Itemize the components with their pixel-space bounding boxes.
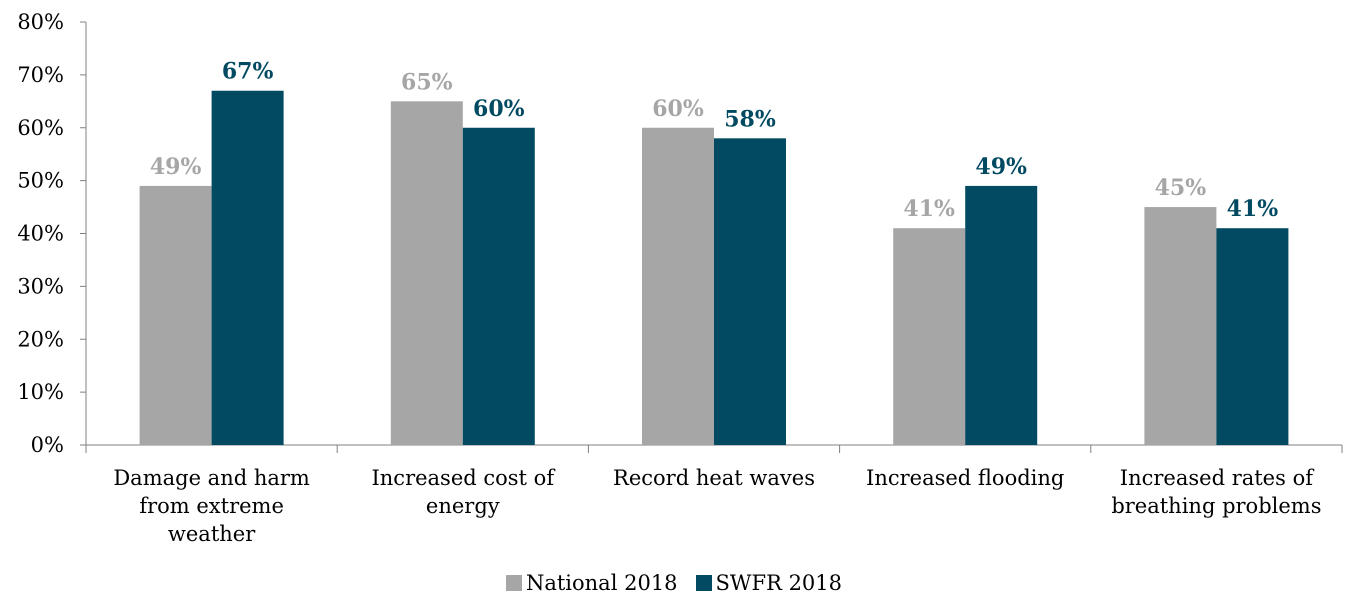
legend-label-national: National 2018	[525, 571, 678, 595]
y-tick-label: 40%	[17, 222, 64, 246]
y-tick-label: 50%	[17, 169, 64, 193]
bar-national	[390, 101, 463, 445]
y-tick-label: 10%	[17, 380, 64, 404]
y-tick-label: 70%	[17, 63, 64, 87]
category-label: Increased flooding	[866, 466, 1064, 490]
data-label: 41%	[903, 196, 955, 222]
category-label-line: Increased cost of	[371, 466, 556, 490]
y-tick-label: 30%	[17, 274, 64, 298]
category-label: Increased rates of breathing problems	[1111, 466, 1321, 518]
bar-national	[642, 127, 714, 445]
y-tick-label: 20%	[17, 327, 64, 351]
category-label-line: Damage and harm	[113, 466, 310, 490]
category-label: Record heat waves	[613, 466, 815, 490]
bar-swfr	[714, 138, 786, 445]
legend-label-swfr: SWFR 2018	[715, 571, 843, 595]
bar-national	[139, 185, 212, 445]
bar-national	[893, 228, 966, 445]
category-label: Damage and harm from extreme weather	[113, 466, 310, 546]
y-tick-label: 60%	[17, 116, 64, 140]
legend-swatch-swfr	[695, 575, 712, 591]
category-label-line: Increased flooding	[866, 466, 1064, 490]
data-label: 49%	[975, 154, 1027, 180]
bar-swfr	[1216, 228, 1289, 445]
bar-chart: 0% 10% 20% 30% 40% 50% 60% 70% 80% 49% 67% Damage a…	[17, 10, 1343, 546]
category-label-line: weather	[168, 522, 256, 546]
y-tick-label: 80%	[17, 10, 64, 34]
bar-national	[1144, 207, 1217, 445]
data-label: 60%	[652, 96, 704, 122]
category-label: Increased cost of energy	[371, 466, 556, 518]
legend-item-national: National 2018	[505, 571, 678, 595]
data-label: 49%	[150, 154, 202, 180]
data-label: 58%	[724, 106, 776, 132]
category-label-line: from extreme	[139, 494, 284, 518]
category-label-line: energy	[426, 494, 500, 518]
bar-swfr	[965, 185, 1038, 445]
legend: National 2018 SWFR 2018	[0, 566, 1348, 600]
legend-swatch-national	[505, 575, 522, 591]
y-tick-label: 0%	[31, 433, 64, 457]
category-label-line: Record heat waves	[613, 466, 815, 490]
data-label: 67%	[222, 59, 274, 85]
data-label: 65%	[401, 69, 453, 95]
legend-item-swfr: SWFR 2018	[695, 571, 843, 595]
data-label: 41%	[1227, 196, 1279, 222]
data-label: 45%	[1155, 175, 1207, 201]
data-label: 60%	[473, 96, 525, 122]
bar-swfr	[211, 90, 284, 446]
bar-swfr	[462, 127, 535, 445]
category-label-line: breathing problems	[1111, 494, 1321, 518]
category-label-line: Increased rates of	[1120, 466, 1315, 490]
